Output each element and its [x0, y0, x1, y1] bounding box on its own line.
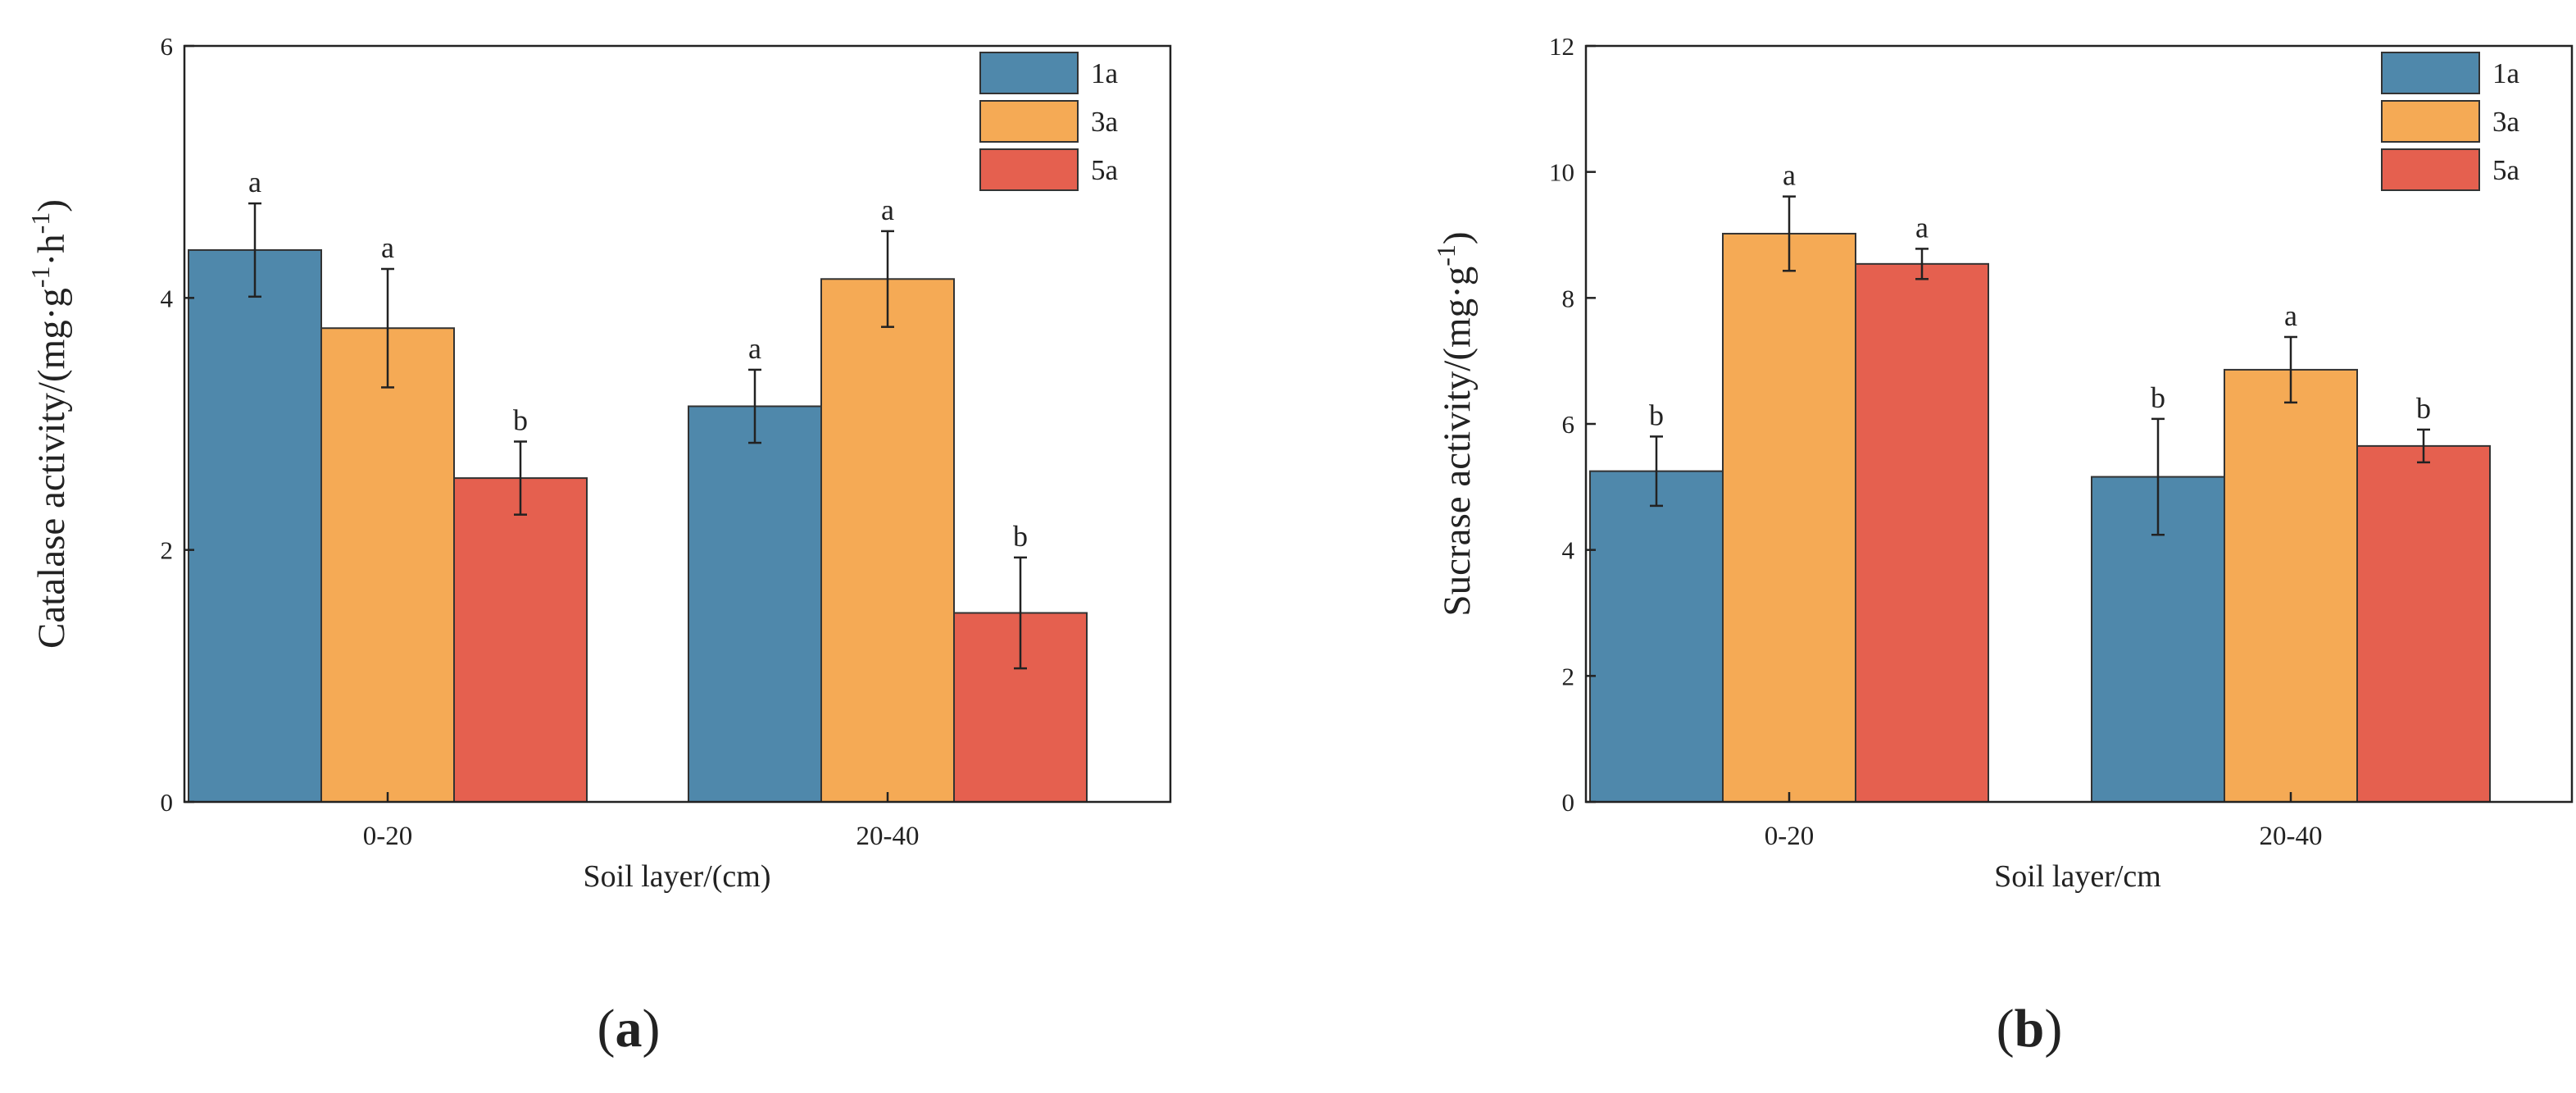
- x-tick-label-20-40: 20-40: [856, 822, 920, 851]
- y-tick-label-6: 6: [1562, 410, 1575, 439]
- significance-letter-1a-0-20: b: [1649, 398, 1664, 431]
- legend-swatch-3a: [2381, 100, 2480, 143]
- y-tick-label-0: 0: [161, 788, 174, 817]
- y-tick-label-4: 4: [1562, 536, 1575, 565]
- legend: 1a 3a 5a: [979, 52, 1119, 191]
- x-axis-title: Soil layer/cm: [1994, 859, 2161, 894]
- significance-letter-1a-20-40: a: [748, 332, 761, 365]
- y-tick-label-2: 2: [1562, 662, 1575, 690]
- legend-label-1a: 1a: [1091, 57, 1119, 89]
- significance-letter-5a-0-20: a: [1915, 211, 1929, 244]
- bar-1a-0-20: [1589, 470, 1724, 803]
- panel-label: (a): [597, 999, 661, 1059]
- plot-frame: [183, 44, 1172, 804]
- panel-label-paren: ): [2044, 999, 2062, 1059]
- panel-label-paren: ): [643, 999, 661, 1059]
- bar-3a-20-40: [820, 278, 955, 803]
- legend-swatch-5a: [2381, 148, 2480, 191]
- legend-swatch-5a: [979, 148, 1079, 191]
- y-tick-label-12: 12: [1549, 32, 1574, 61]
- bar-3a-20-40: [2224, 368, 2358, 803]
- y-tick-label-2: 2: [161, 536, 174, 565]
- significance-letter-3a-20-40: a: [2284, 299, 2297, 332]
- legend-label-5a: 5a: [1091, 154, 1119, 186]
- legend-swatch-3a: [979, 100, 1079, 143]
- significance-letter-1a-0-20: a: [248, 166, 261, 198]
- panel-label: (b): [1997, 999, 2063, 1059]
- y-axis-title: Sucrase activity/(mg·g-1): [1431, 231, 1479, 616]
- bar-3a-0-20: [320, 327, 455, 804]
- y-tick-label-0: 0: [1562, 788, 1575, 817]
- y-axis-title-superscript: -1: [1431, 244, 1461, 266]
- legend-label-5a: 5a: [2492, 154, 2520, 186]
- y-tick-label-8: 8: [1562, 284, 1575, 312]
- panel-a-chart: a a a a b b 0 2 4 6 0-20 20-40 Soil layer/(cm) Catala…: [25, 32, 1172, 1059]
- y-axis-title-part: ): [30, 199, 73, 212]
- legend-swatch-1a: [2381, 52, 2480, 94]
- legend: 1a 3a 5a: [2381, 52, 2520, 191]
- significance-letter-3a-0-20: a: [381, 231, 394, 264]
- panel-label-paren: (: [597, 999, 616, 1059]
- y-tick-label-10: 10: [1549, 158, 1574, 187]
- bar-1a-20-40: [688, 405, 822, 803]
- y-axis-title-superscript: -1: [25, 212, 55, 235]
- y-axis-title-part: Catalase activity/(mg·g: [30, 288, 73, 649]
- panel-label-letter: b: [2015, 999, 2045, 1059]
- y-tick-label-6: 6: [161, 32, 174, 61]
- significance-letter-5a-20-40: b: [2416, 392, 2431, 425]
- bar-5a-0-20: [453, 477, 588, 803]
- bar-1a-0-20: [188, 248, 322, 803]
- significance-letter-5a-20-40: b: [1013, 520, 1028, 553]
- panel-label-paren: (: [1997, 999, 2015, 1059]
- y-axis-title-part: ): [1436, 231, 1479, 244]
- x-tick-label-20-40: 20-40: [2260, 822, 2323, 851]
- y-axis-title-superscript: -1: [25, 266, 55, 288]
- y-axis-title-part: Sucrase activity/(mg·g: [1436, 266, 1479, 617]
- y-tick-label-4: 4: [161, 284, 174, 312]
- x-tick-label-0-20: 0-20: [363, 822, 413, 851]
- x-tick-label-0-20: 0-20: [1765, 822, 1815, 851]
- legend-swatch-1a: [979, 52, 1079, 94]
- significance-letter-3a-0-20: a: [1783, 159, 1796, 192]
- significance-letter-1a-20-40: b: [2151, 381, 2165, 414]
- bar-5a-0-20: [1855, 262, 1989, 803]
- legend-label-1a: 1a: [2492, 57, 2520, 89]
- legend-label-3a: 3a: [2492, 106, 2520, 138]
- legend-label-3a: 3a: [1091, 106, 1119, 138]
- significance-letter-3a-20-40: a: [881, 194, 894, 226]
- y-axis-title: Catalase activity/(mg·g-1·h-1): [25, 199, 73, 649]
- x-axis-title: Soil layer/(cm): [584, 859, 771, 894]
- y-axis-title-part: ·h: [30, 234, 73, 266]
- panel-b-chart: b b a a a b 0 2 4 6 8 10 12 0-20 20-40 Soil layer/cm Suc…: [1431, 32, 2574, 1059]
- bar-3a-0-20: [1722, 232, 1856, 804]
- bar-5a-20-40: [2356, 444, 2491, 803]
- panel-label-letter: a: [616, 999, 643, 1059]
- significance-letter-5a-0-20: b: [513, 404, 528, 437]
